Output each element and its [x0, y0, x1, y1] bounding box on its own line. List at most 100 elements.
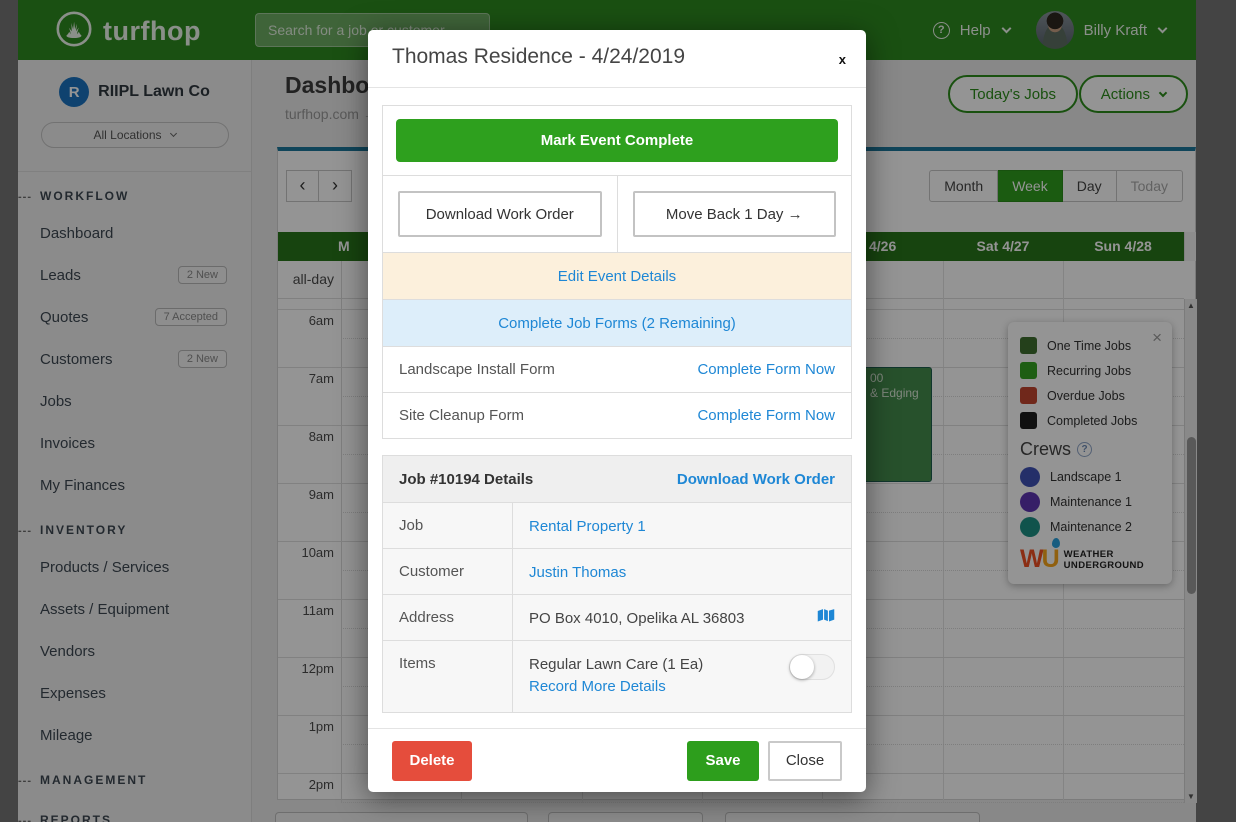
- day-label: Sat 4/27: [976, 238, 1030, 254]
- item-value: Regular Lawn Care (1 Ea): [529, 656, 704, 673]
- event-title: & Edging: [870, 386, 919, 400]
- save-button[interactable]: Save: [687, 740, 759, 781]
- company-switcher[interactable]: R RIIPL Lawn Co: [18, 60, 251, 110]
- map-icon[interactable]: [817, 608, 835, 627]
- job-row: Job Rental Property 1: [383, 502, 851, 548]
- breadcrumb[interactable]: turfhop.com →: [285, 106, 377, 122]
- event-modal: Thomas Residence - 4/24/2019 x Mark Even…: [368, 30, 866, 792]
- legend-item: Completed Jobs: [1020, 408, 1160, 433]
- sidebar-item-invoices[interactable]: Invoices: [40, 434, 96, 452]
- job-details-header: Job #10194 Details: [399, 470, 534, 488]
- complete-form-now-link[interactable]: Complete Form Now: [697, 407, 835, 424]
- help-icon: ?: [932, 21, 950, 39]
- summary-card: [725, 812, 980, 822]
- mark-event-complete-button[interactable]: Mark Event Complete: [396, 119, 838, 162]
- sidebar-section-reports[interactable]: --- REPORTS: [18, 796, 251, 822]
- avatar[interactable]: [1035, 11, 1074, 49]
- sidebar-item-mileage[interactable]: Mileage: [40, 726, 93, 744]
- view-today-button[interactable]: Today: [1116, 170, 1183, 202]
- todays-jobs-button[interactable]: Today's Jobs: [947, 75, 1078, 113]
- calendar-scrollbar[interactable]: ▲ ▼: [1184, 299, 1197, 803]
- time-label: 12pm: [301, 661, 334, 676]
- legend-item: Recurring Jobs: [1020, 358, 1160, 383]
- crews-help-icon[interactable]: ?: [1077, 442, 1093, 457]
- sidebar-item-dashboard[interactable]: Dashboard: [40, 224, 114, 242]
- time-label: 7am: [308, 371, 334, 386]
- crew-item: Maintenance 2: [1020, 514, 1160, 539]
- sidebar-item-vendors[interactable]: Vendors: [40, 642, 96, 660]
- toggle-knob: [790, 655, 814, 679]
- form-name: Site Cleanup Form: [399, 407, 525, 424]
- sidebar-section-workflow: --- WORKFLOW: [18, 189, 130, 203]
- company-logo: R: [59, 77, 90, 107]
- event-time: 00: [870, 371, 884, 385]
- modal-close-icon[interactable]: x: [838, 52, 846, 67]
- view-day-button[interactable]: Day: [1062, 170, 1117, 202]
- actions-button[interactable]: Actions: [1078, 75, 1188, 113]
- job-link[interactable]: Rental Property 1: [529, 518, 646, 535]
- delete-button[interactable]: Delete: [392, 740, 472, 781]
- time-label: 1pm: [308, 719, 334, 734]
- sidebar-item-quotes[interactable]: Quotes 7 Accepted: [18, 296, 251, 338]
- record-more-details-link[interactable]: Record More Details: [529, 678, 666, 695]
- maintenance-1-dot: [1020, 491, 1040, 512]
- form-row: Landscape Install Form Complete Form Now: [383, 346, 851, 392]
- sidebar-item-customers[interactable]: Customers 2 New: [18, 338, 251, 380]
- customer-link[interactable]: Justin Thomas: [529, 564, 627, 581]
- view-week-button[interactable]: Week: [998, 170, 1063, 202]
- crew-item: Landscape 1: [1020, 464, 1160, 489]
- completed-jobs-swatch: [1020, 412, 1037, 429]
- view-month-button[interactable]: Month: [929, 170, 999, 202]
- legend-close-icon[interactable]: ×: [1152, 328, 1162, 347]
- form-name: Landscape Install Form: [399, 361, 555, 378]
- company-name: RIIPL Lawn Co: [98, 83, 210, 100]
- sidebar-section-management[interactable]: --- MANAGEMENT: [18, 773, 148, 787]
- quotes-badge: 7 Accepted: [154, 308, 227, 326]
- sidebar-item-leads[interactable]: Leads 2 New: [18, 254, 251, 296]
- sidebar-divider: [18, 171, 251, 172]
- brand-logo[interactable]: turfhop: [55, 10, 201, 53]
- scroll-down-icon[interactable]: ▼: [1187, 792, 1195, 801]
- time-label: 9am: [308, 487, 334, 502]
- edit-event-details-link[interactable]: Edit Event Details: [557, 267, 677, 285]
- sidebar: R RIIPL Lawn Co All Locations --- WORKFL…: [18, 60, 252, 822]
- sidebar-item-products-services[interactable]: Products / Services: [40, 558, 170, 576]
- user-menu[interactable]: Billy Kraft: [1083, 21, 1147, 39]
- sidebar-section-inventory: --- INVENTORY: [18, 523, 128, 537]
- time-label: 8am: [308, 429, 334, 444]
- complete-job-forms-row[interactable]: Complete Job Forms (2 Remaining): [383, 299, 851, 346]
- customers-badge: 2 New: [177, 350, 227, 368]
- all-day-label: all-day: [292, 271, 334, 287]
- weather-underground-logo: WU WEATHER UNDERGROUND: [1020, 537, 1160, 574]
- address-row: Address PO Box 4010, Opelika AL 36803: [383, 594, 851, 640]
- download-work-order-link[interactable]: Download Work Order: [676, 470, 835, 488]
- sidebar-item-my-finances[interactable]: My Finances: [40, 476, 126, 494]
- calendar-next-button[interactable]: ›: [319, 170, 352, 202]
- sidebar-item-expenses[interactable]: Expenses: [40, 684, 106, 702]
- edit-event-details-row[interactable]: Edit Event Details: [383, 252, 851, 299]
- item-toggle[interactable]: [789, 654, 835, 680]
- complete-job-forms-link[interactable]: Complete Job Forms (2 Remaining): [498, 314, 736, 332]
- locations-dropdown[interactable]: All Locations: [40, 122, 229, 148]
- move-back-button[interactable]: Move Back 1 Day →: [632, 191, 836, 237]
- help-menu[interactable]: Help: [959, 21, 991, 39]
- download-work-order-button[interactable]: Download Work Order: [398, 191, 602, 237]
- complete-form-now-link[interactable]: Complete Form Now: [697, 361, 835, 378]
- sidebar-item-jobs[interactable]: Jobs: [40, 392, 72, 410]
- sidebar-item-assets-equipment[interactable]: Assets / Equipment: [40, 600, 170, 618]
- scroll-up-icon[interactable]: ▲: [1187, 301, 1195, 310]
- section-dash-icon: ---: [18, 775, 32, 787]
- calendar-prev-button[interactable]: ‹: [286, 170, 319, 202]
- day-header-stub: [1184, 232, 1196, 261]
- time-label: 10am: [301, 545, 334, 560]
- scrollbar-thumb[interactable]: [1187, 437, 1196, 594]
- crew-item: Maintenance 1: [1020, 489, 1160, 514]
- time-label: 6am: [308, 313, 334, 328]
- address-value: PO Box 4010, Opelika AL 36803: [529, 610, 745, 627]
- legend-item: One Time Jobs: [1020, 333, 1160, 358]
- day-label: Sun 4/28: [1094, 238, 1152, 254]
- day-label: 4/26: [869, 238, 897, 254]
- close-button[interactable]: Close: [768, 740, 842, 781]
- locations-label: All Locations: [93, 128, 162, 142]
